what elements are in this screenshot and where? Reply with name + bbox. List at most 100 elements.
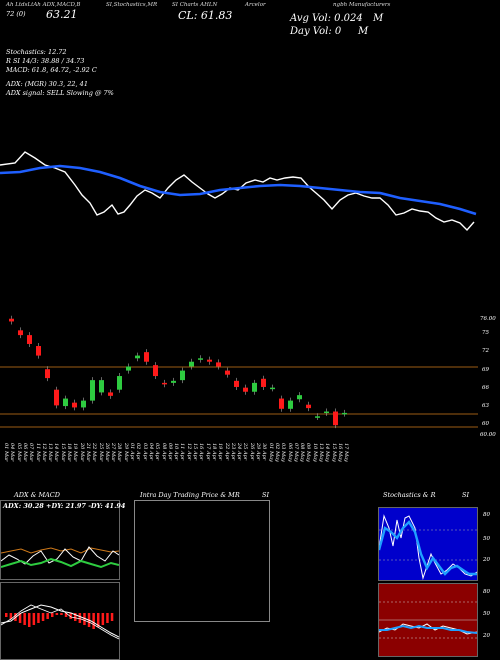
candle-body [171,380,176,383]
candle-body [324,411,329,414]
price-axis-label: 69 [482,367,489,373]
candle-body [180,370,185,381]
price-axis-label: 66 [482,385,489,391]
header-title-right: Arcelor [245,2,266,8]
candle-body [216,362,221,367]
date-label: 30 Apr [261,443,268,461]
date-label: 28 Mar [116,443,123,462]
avg-vol: Avg Vol: 0.024 [290,13,363,24]
candle-body [162,382,167,385]
moving-average-line [0,164,477,216]
macd-bar [78,613,82,623]
price-axis-label: 75 [482,330,489,336]
header-title-mid2: SI Charts AHLN [172,2,218,8]
candle-body [72,402,77,408]
date-label: 12 Apr [185,443,192,461]
rsi-axis-label: 20 [483,633,490,639]
macd-bar [41,613,45,621]
candle-body [297,395,302,400]
adx-macd-title: ADX & MACD [14,491,60,499]
adx-panel: ADX: 30.28 +DY: 21.97 -DY: 41.94 [0,500,125,580]
date-label: 05 Mar [15,443,22,462]
date-label: 07 May [292,443,299,462]
adx-lines [1,546,119,569]
candle-body [126,366,131,371]
stoch-axis-label: 20 [483,557,490,563]
candle-body [90,380,95,401]
date-label: 19 Mar [72,443,79,462]
stochastics-lines [379,514,477,580]
candle-body [270,387,275,390]
candle-body [63,398,68,407]
macd-bar [18,613,22,623]
candle-body [225,370,230,375]
macd-bar [5,613,8,617]
trend-chart [0,151,477,232]
ohlc-left: 72 (0) [6,10,26,18]
price-axis-label: 76.00 [480,316,496,322]
candle-body [144,352,149,362]
candle-body [261,378,266,387]
header-title-right2: ngbh Manufacturers [333,2,391,8]
price-axis-label: 60 [482,421,489,427]
date-label: 22 Apr [223,443,230,461]
date-label: 01 May [267,443,274,462]
macd-bar [92,613,95,629]
header-title-left: Ah LtdsLtAh ADX,MACD,B [6,2,81,8]
price-axis-label: 60.00 [480,432,496,438]
candle-body [288,400,293,409]
candle-body [333,411,338,426]
adx-values: ADX: (MGR) 30.3, 22, 41 [6,80,88,88]
candle-body [198,358,203,360]
date-label: 09 Apr [166,443,173,461]
price-axis-label: 63 [482,403,489,409]
candle-body [153,365,158,377]
date-label: 08 Apr [160,443,167,461]
avg-vol-unit: M [373,13,384,24]
candle-body [108,392,113,396]
macd-bar [28,613,31,627]
candle-body [27,335,32,344]
candle-body [207,359,212,362]
intraday-title: Intra Day Trading Price & MR [140,491,240,499]
date-label: 04 Mar [9,443,16,462]
candle-body [18,330,23,336]
date-label: 17 Apr [204,443,211,461]
stoch-axis-label: 50 [483,536,490,542]
candle-body [342,412,347,415]
rsi-axis-label: 80 [483,589,490,595]
date-label: 25 Apr [242,443,249,461]
rsi-panel [378,583,478,657]
date-label: 19 Apr [217,443,224,461]
adx-readout: ADX: 30.28 +DY: 21.97 -DY: 41.94 [3,502,126,510]
date-label: 18 Apr [210,443,217,461]
date-label: 03 May [280,443,287,462]
date-label: 15 Mar [59,443,66,462]
macd-bar [51,613,54,617]
macd-panel [0,582,120,660]
macd-bar [106,613,109,623]
candle-body [315,416,320,418]
date-label: 16 May [336,443,343,462]
macd-histogram [1,604,119,640]
date-label: 26 Mar [103,443,110,462]
date-label: 21 Mar [84,443,91,462]
candle-body [36,346,41,356]
price-axis-label: 72 [482,348,489,354]
date-label: 02 Apr [135,443,142,461]
date-label: 03 Apr [141,443,148,461]
candle-body [117,376,122,390]
macd-bar [74,613,77,621]
date-label: 16 Apr [198,443,205,461]
macd-bar [110,613,114,621]
macd-bar [101,613,105,625]
adx-signal: ADX signal: SELL Slowing @ 7% [6,89,114,97]
date-label: 04 Apr [147,443,154,461]
rsi-axis-label: 50 [483,611,490,617]
date-label: 09 May [305,443,312,462]
date-label: 12 Mar [40,443,47,462]
macd-bar [97,613,100,627]
candle-body [243,387,248,392]
day-vol: Day Vol: 0 [290,26,342,37]
candle-body [54,389,59,406]
